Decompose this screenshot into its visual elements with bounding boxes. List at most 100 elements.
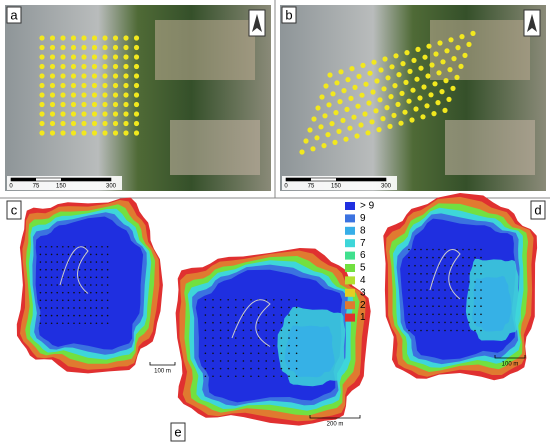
survey-point	[474, 273, 476, 275]
survey-point	[73, 276, 75, 279]
survey-point	[106, 245, 109, 248]
survey-point	[133, 111, 140, 117]
survey-point	[468, 273, 470, 275]
survey-point	[78, 253, 81, 256]
survey-point	[62, 299, 64, 302]
survey-point	[67, 276, 70, 279]
scale-label: 75	[308, 184, 315, 190]
survey-point	[91, 73, 98, 79]
survey-point	[295, 352, 298, 355]
survey-point	[70, 92, 77, 98]
survey-point	[49, 82, 56, 89]
survey-point	[219, 306, 222, 309]
survey-point	[242, 306, 245, 309]
legend-label: 3	[360, 287, 366, 298]
survey-point	[67, 322, 70, 325]
survey-point	[101, 261, 103, 263]
contour-map	[175, 248, 371, 426]
survey-point	[84, 268, 86, 271]
survey-point	[450, 305, 452, 308]
survey-point	[432, 248, 434, 251]
survey-point	[442, 107, 448, 113]
survey-point	[355, 103, 361, 109]
survey-point	[338, 69, 344, 75]
survey-point	[95, 314, 98, 317]
survey-point	[280, 321, 283, 324]
survey-point	[480, 297, 482, 299]
survey-point	[351, 114, 357, 120]
survey-point	[474, 248, 476, 251]
survey-point	[402, 109, 408, 115]
survey-point	[67, 291, 70, 294]
survey-point	[295, 337, 298, 339]
survey-point	[399, 90, 405, 96]
survey-point	[307, 127, 313, 133]
survey-point	[319, 94, 325, 100]
survey-point	[330, 91, 336, 97]
north-arrow-icon	[252, 14, 262, 32]
survey-point	[392, 83, 398, 89]
survey-point	[273, 337, 275, 339]
survey-point	[426, 297, 428, 299]
survey-point	[112, 101, 119, 108]
survey-point	[67, 253, 70, 256]
survey-point	[360, 62, 366, 68]
survey-point	[45, 291, 47, 294]
survey-point	[49, 44, 56, 51]
survey-point	[288, 337, 290, 339]
legend-label: 4	[360, 275, 366, 286]
survey-point	[280, 352, 283, 355]
survey-point	[426, 248, 428, 251]
survey-point	[123, 35, 129, 41]
survey-point	[73, 291, 75, 294]
survey-point	[356, 73, 362, 79]
survey-point	[49, 111, 56, 117]
survey-point	[60, 35, 66, 41]
survey-point	[81, 82, 87, 89]
survey-point	[112, 111, 119, 117]
survey-point	[62, 268, 64, 271]
survey-point	[242, 329, 245, 332]
survey-point	[444, 264, 446, 267]
survey-point	[408, 248, 410, 251]
survey-point	[227, 306, 229, 309]
legend-label: 2	[360, 300, 366, 311]
survey-point	[358, 122, 364, 128]
survey-point	[106, 322, 109, 325]
survey-point	[56, 245, 58, 248]
trail	[59, 246, 89, 294]
survey-point	[39, 54, 45, 60]
survey-point	[444, 297, 446, 299]
survey-point	[219, 375, 222, 378]
survey-point	[39, 276, 42, 279]
survey-point	[450, 256, 452, 259]
survey-point	[133, 35, 140, 41]
survey-point	[425, 73, 431, 79]
survey-point	[432, 305, 434, 308]
survey-point	[450, 85, 456, 91]
survey-point	[408, 264, 410, 267]
survey-point	[295, 329, 298, 332]
survey-point	[273, 298, 275, 301]
survey-point	[257, 352, 260, 355]
survey-point	[45, 253, 47, 256]
survey-point	[212, 321, 214, 324]
survey-point	[49, 101, 56, 108]
survey-point	[133, 54, 140, 60]
survey-point	[411, 57, 417, 64]
survey-point	[212, 344, 214, 347]
survey-point	[273, 375, 275, 378]
survey-point	[468, 256, 470, 259]
contour-band	[35, 216, 144, 350]
panel-label: a	[10, 7, 18, 22]
survey-point	[393, 53, 399, 59]
survey-point	[280, 314, 283, 316]
survey-point	[123, 101, 129, 108]
survey-point	[385, 75, 391, 81]
legend-label: 8	[360, 225, 366, 236]
survey-point	[106, 253, 109, 256]
survey-point	[227, 314, 229, 316]
survey-point	[235, 321, 237, 324]
survey-point	[235, 337, 237, 339]
survey-point	[91, 35, 98, 41]
